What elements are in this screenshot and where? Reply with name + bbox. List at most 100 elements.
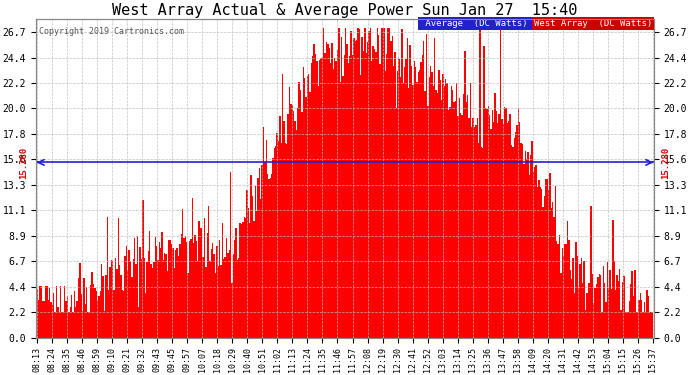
- Bar: [237, 260, 238, 338]
- Bar: [105, 274, 106, 338]
- Bar: [175, 250, 177, 338]
- Bar: [86, 287, 88, 338]
- Bar: [142, 200, 144, 338]
- Bar: [342, 76, 344, 338]
- Bar: [123, 291, 124, 338]
- Bar: [121, 290, 123, 338]
- Bar: [533, 172, 534, 338]
- Bar: [622, 282, 623, 338]
- Bar: [89, 312, 90, 338]
- Bar: [71, 296, 72, 338]
- Bar: [569, 240, 570, 338]
- Bar: [215, 273, 216, 338]
- Bar: [393, 66, 394, 338]
- Bar: [262, 165, 263, 338]
- Bar: [618, 281, 619, 338]
- Bar: [299, 90, 301, 338]
- Bar: [56, 286, 57, 338]
- Bar: [255, 186, 256, 338]
- Bar: [538, 180, 540, 338]
- Bar: [485, 108, 486, 338]
- Bar: [518, 108, 519, 338]
- Bar: [109, 267, 110, 338]
- Bar: [138, 308, 139, 338]
- Bar: [135, 264, 137, 338]
- Bar: [250, 175, 252, 338]
- Bar: [48, 300, 49, 338]
- Bar: [338, 28, 339, 338]
- Bar: [212, 243, 213, 338]
- Bar: [234, 240, 235, 338]
- Bar: [304, 78, 305, 338]
- Bar: [306, 76, 308, 338]
- Bar: [442, 74, 444, 338]
- Bar: [397, 71, 398, 338]
- Bar: [542, 207, 544, 338]
- Bar: [582, 284, 584, 338]
- Bar: [502, 124, 504, 338]
- Bar: [434, 38, 435, 338]
- Bar: [100, 291, 101, 338]
- Bar: [559, 235, 560, 338]
- Bar: [201, 228, 202, 338]
- Bar: [562, 248, 563, 338]
- Bar: [481, 147, 482, 338]
- Bar: [249, 222, 250, 338]
- Bar: [177, 248, 178, 338]
- Bar: [412, 85, 413, 338]
- Bar: [266, 140, 267, 338]
- Bar: [288, 114, 289, 338]
- Bar: [590, 206, 591, 338]
- Bar: [600, 276, 601, 338]
- Bar: [166, 254, 167, 338]
- Bar: [226, 238, 227, 338]
- Bar: [362, 37, 363, 338]
- Bar: [626, 312, 627, 338]
- Bar: [241, 224, 242, 338]
- Bar: [588, 283, 589, 338]
- Bar: [578, 288, 580, 338]
- Bar: [385, 71, 386, 338]
- Bar: [609, 270, 611, 338]
- Bar: [78, 278, 79, 338]
- Bar: [322, 57, 323, 338]
- Bar: [144, 258, 145, 338]
- Bar: [478, 143, 480, 338]
- Bar: [242, 222, 244, 338]
- Bar: [113, 290, 115, 338]
- Bar: [624, 312, 626, 338]
- Bar: [309, 92, 310, 338]
- Bar: [424, 91, 426, 338]
- Bar: [530, 155, 531, 338]
- Bar: [652, 312, 653, 338]
- Bar: [648, 296, 649, 338]
- Bar: [297, 108, 298, 338]
- Bar: [270, 178, 271, 338]
- Bar: [437, 93, 438, 338]
- Bar: [174, 267, 175, 338]
- Bar: [551, 208, 552, 338]
- Bar: [581, 258, 582, 338]
- Bar: [301, 112, 302, 338]
- Bar: [389, 28, 391, 338]
- Bar: [495, 111, 497, 338]
- Bar: [228, 250, 230, 338]
- Bar: [519, 122, 520, 338]
- Bar: [171, 244, 172, 338]
- Bar: [504, 107, 505, 338]
- Bar: [285, 143, 286, 338]
- Bar: [271, 174, 273, 338]
- Bar: [278, 141, 279, 338]
- Bar: [184, 238, 185, 338]
- Bar: [374, 49, 375, 338]
- Bar: [281, 142, 282, 338]
- Bar: [155, 237, 156, 338]
- Bar: [110, 260, 112, 338]
- Bar: [540, 187, 541, 338]
- Bar: [182, 209, 184, 338]
- Bar: [85, 304, 86, 338]
- Bar: [382, 28, 384, 338]
- Bar: [613, 261, 615, 338]
- Bar: [185, 236, 186, 338]
- Bar: [106, 217, 108, 338]
